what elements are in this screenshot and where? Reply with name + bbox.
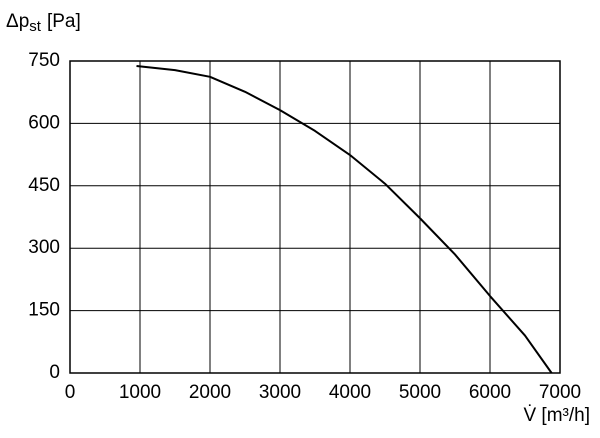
y-tick-label: 600 xyxy=(28,112,60,133)
y-axis-label: Δpst [Pa] xyxy=(6,11,81,35)
y-tick-label: 300 xyxy=(28,237,60,258)
y-tick-label: 150 xyxy=(28,300,60,321)
x-tick-label: 6000 xyxy=(469,382,511,403)
y-label-subscript: st xyxy=(29,18,42,35)
plot-frame xyxy=(69,60,561,374)
x-tick-label: 4000 xyxy=(329,382,371,403)
y-label-unit: [Pa] xyxy=(47,11,81,32)
curve xyxy=(136,64,553,374)
y-tick-label: 0 xyxy=(49,362,60,383)
y-tick-label: 750 xyxy=(28,50,60,71)
x-tick-label: 5000 xyxy=(399,382,441,403)
x-tick-label: 1000 xyxy=(119,382,161,403)
x-axis-label: V̇ [m³/h] xyxy=(523,405,590,426)
x-tick-label: 7000 xyxy=(539,382,581,403)
x-tick-label: 3000 xyxy=(259,382,301,403)
y-label-main: Δp xyxy=(6,11,29,32)
x-tick-label: 0 xyxy=(65,382,76,403)
x-tick-label: 2000 xyxy=(189,382,231,403)
y-tick-label: 450 xyxy=(28,175,60,196)
